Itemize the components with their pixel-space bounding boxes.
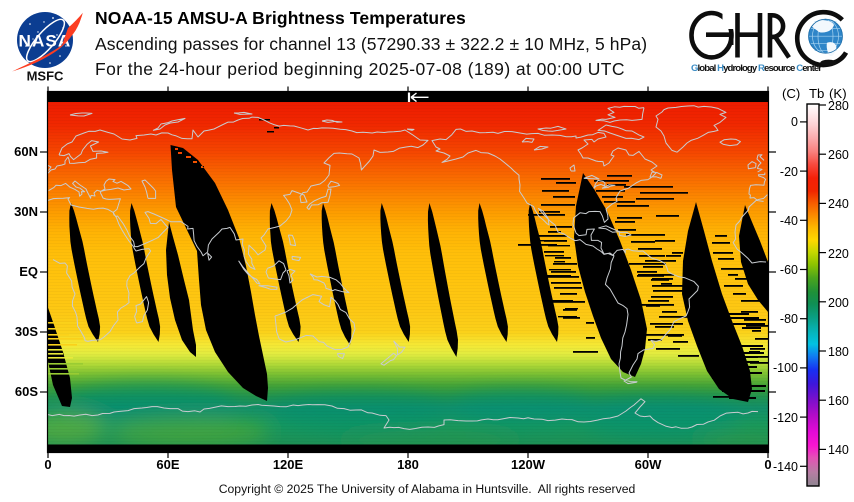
svg-text:NASA: NASA xyxy=(19,32,72,51)
svg-text:Global Hydrology Resource Cent: Global Hydrology Resource Center xyxy=(691,63,822,74)
svg-text:MSFC: MSFC xyxy=(27,69,64,84)
